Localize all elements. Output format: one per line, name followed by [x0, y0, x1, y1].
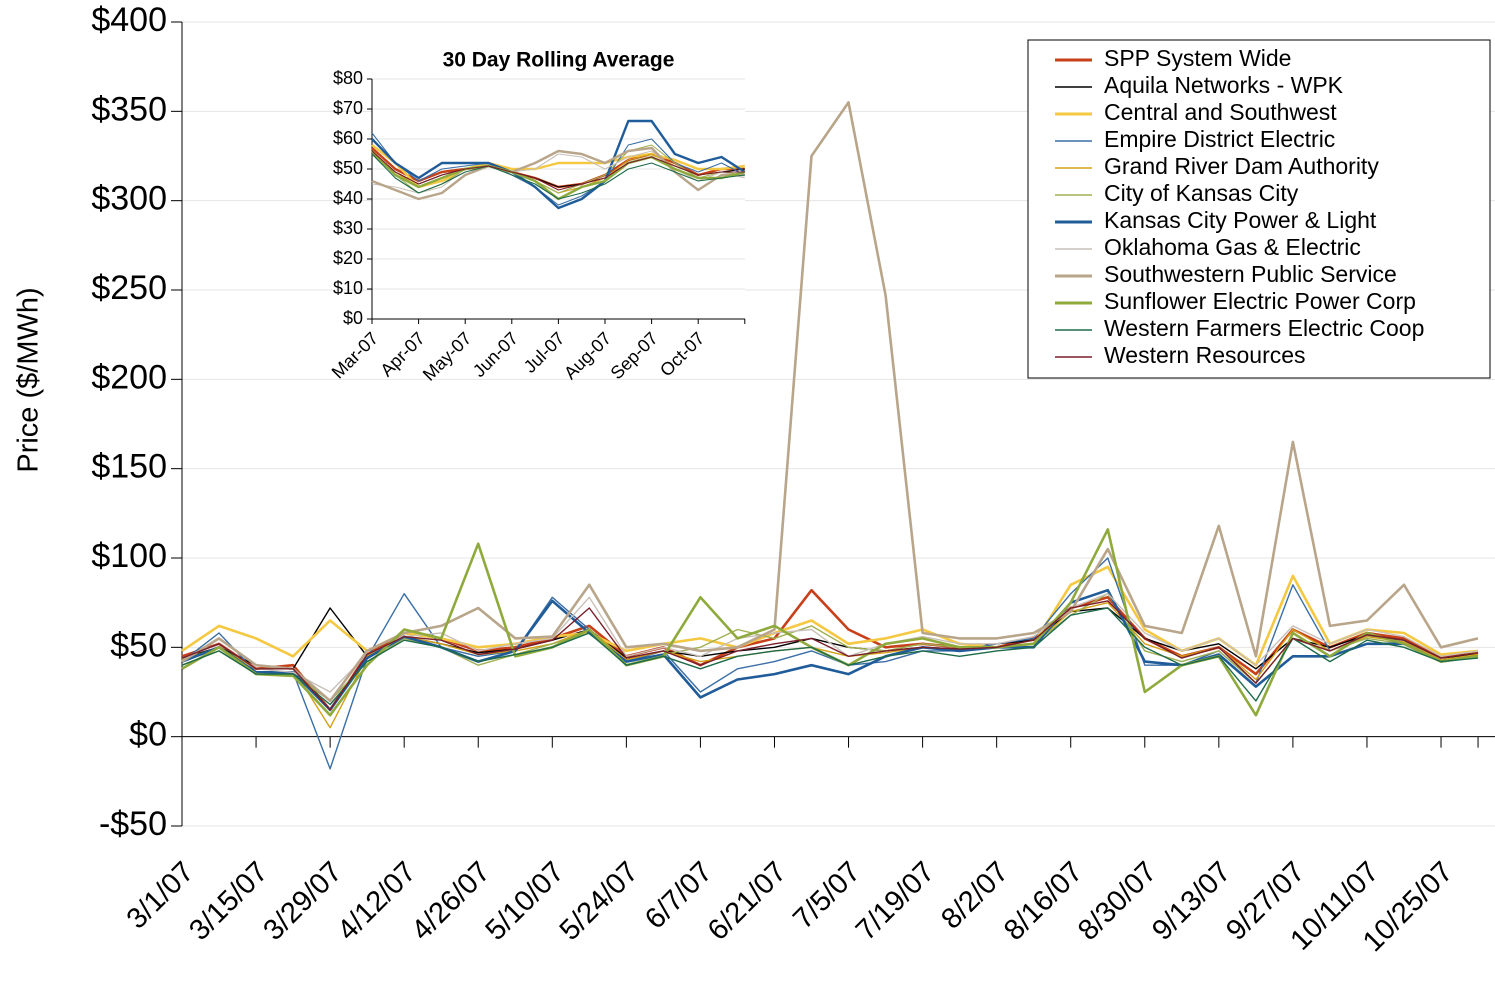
x-tick-label: 4/26/07: [406, 856, 497, 947]
y-tick-label: $200: [91, 358, 167, 396]
legend-label: City of Kansas City: [1104, 180, 1299, 206]
x-tick-label: May-07: [419, 328, 476, 385]
legend-label: Empire District Electric: [1104, 126, 1335, 152]
legend-label: Kansas City Power & Light: [1104, 207, 1377, 233]
legend-label: Sunflower Electric Power Corp: [1104, 288, 1416, 314]
y-tick-label: $350: [91, 90, 167, 128]
y-tick-label: $0: [129, 716, 167, 754]
series-line: [181, 607, 1479, 706]
y-tick-label: $80: [333, 68, 363, 88]
x-tick-label: 6/21/07: [702, 856, 793, 947]
legend-label: Western Farmers Electric Coop: [1104, 315, 1424, 341]
y-tick-label: -$50: [99, 805, 167, 843]
x-tick-label: 3/29/07: [257, 856, 348, 947]
legend-label: SPP System Wide: [1104, 45, 1291, 71]
legend-label: Central and Southwest: [1104, 99, 1337, 125]
y-tick-label: $50: [110, 626, 167, 664]
series-line: [181, 557, 1479, 770]
y-tick-label: $40: [333, 188, 363, 208]
y-tick-label: $10: [333, 278, 363, 298]
x-tick-label: 8/30/07: [1072, 856, 1163, 947]
series-line: [371, 153, 745, 200]
x-tick-label: Oct-07: [656, 328, 708, 380]
y-tick-label: $60: [333, 128, 363, 148]
x-tick-label: 7/19/07: [850, 856, 941, 947]
legend-label: Southwestern Public Service: [1104, 261, 1397, 287]
legend-box: [1027, 39, 1491, 379]
x-tick-label: Aug-07: [560, 328, 615, 383]
series-line: [181, 607, 1479, 670]
y-tick-label: $20: [333, 248, 363, 268]
y-tick-label: $70: [333, 98, 363, 118]
x-tick-label: Sep-07: [607, 328, 662, 383]
y-tick-label: $400: [91, 1, 167, 39]
series-line: [371, 119, 746, 210]
y-tick-label: $150: [91, 448, 167, 486]
y-tick-label: $250: [91, 269, 167, 307]
x-tick-label: Mar-07: [328, 328, 382, 382]
chart-1: $0$10$20$30$40$50$60$70$80Mar-07Apr-07Ma…: [328, 49, 746, 385]
series-line: [181, 600, 1479, 711]
series-line: [181, 528, 1479, 717]
inset-title: 30 Day Rolling Average: [443, 49, 675, 72]
x-tick-label: 8/16/07: [998, 856, 1089, 947]
legend-label: Aquila Networks - WPK: [1104, 72, 1344, 98]
y-tick-label: $0: [343, 308, 363, 328]
y-tick-label: $30: [333, 218, 363, 238]
x-tick-label: 5/10/07: [480, 856, 571, 947]
y-tick-label: $300: [91, 180, 167, 218]
legend-label: Grand River Dam Authority: [1104, 153, 1379, 179]
y-axis-label: Price ($/MWh): [13, 287, 45, 472]
x-tick-label: 5/24/07: [554, 856, 645, 947]
x-tick-label: 4/12/07: [331, 856, 422, 947]
y-tick-label: $100: [91, 537, 167, 575]
series-line: [371, 146, 745, 201]
y-tick-label: $50: [333, 158, 363, 178]
legend-label: Western Resources: [1104, 342, 1306, 368]
series-line: [371, 144, 745, 189]
x-tick-label: Jun-07: [469, 328, 522, 381]
legend-label: Oklahoma Gas & Electric: [1104, 234, 1361, 260]
x-tick-label: 3/15/07: [183, 856, 274, 947]
series-line: [371, 150, 745, 191]
series-line: [371, 132, 746, 206]
x-tick-label: 9/13/07: [1146, 856, 1237, 947]
